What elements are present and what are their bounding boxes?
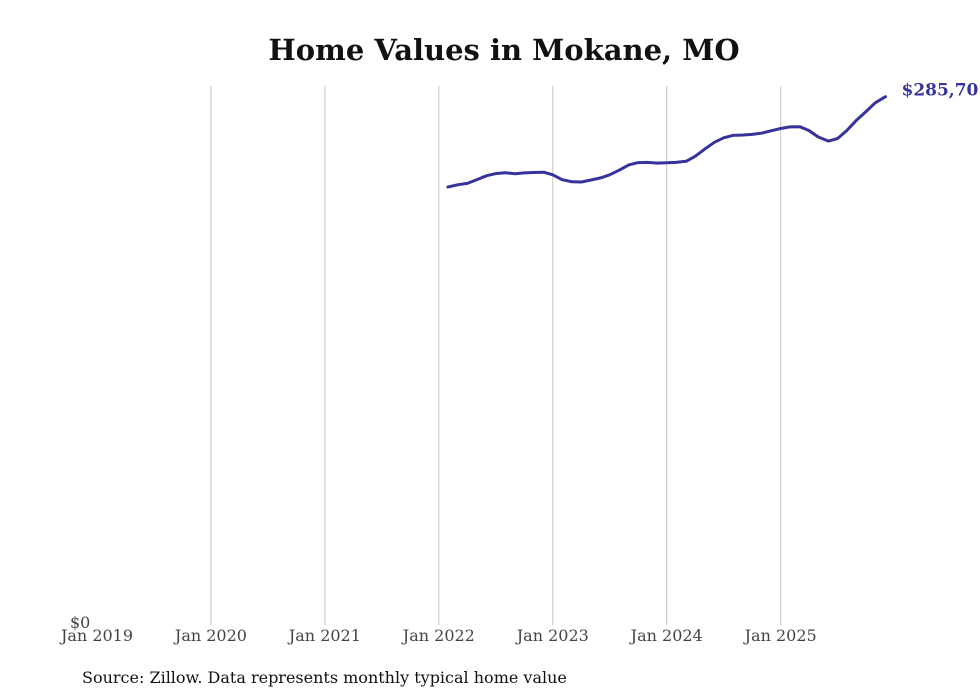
x-tick-label: Jan 2019 — [59, 626, 133, 645]
chart-title: Home Values in Mokane, MO — [268, 33, 739, 67]
grid — [210, 86, 782, 625]
x-tick-label: Jan 2022 — [401, 626, 475, 645]
x-tick-label: Jan 2023 — [515, 626, 589, 645]
x-axis-ticks: Jan 2019 Jan 2020 Jan 2021 Jan 2022 Jan 2023… — [59, 626, 817, 645]
x-tick-label: Jan 2021 — [287, 626, 361, 645]
x-tick-label: Jan 2024 — [629, 626, 703, 645]
end-value-label: $285,701 — [901, 81, 980, 101]
source-note: Source: Zillow. Data represents monthly … — [82, 668, 567, 687]
x-tick-label: Jan 2025 — [743, 626, 817, 645]
x-tick-label: Jan 2020 — [173, 626, 247, 645]
y-tick-label-zero: $0 — [70, 613, 90, 632]
home-value-line — [446, 95, 887, 189]
